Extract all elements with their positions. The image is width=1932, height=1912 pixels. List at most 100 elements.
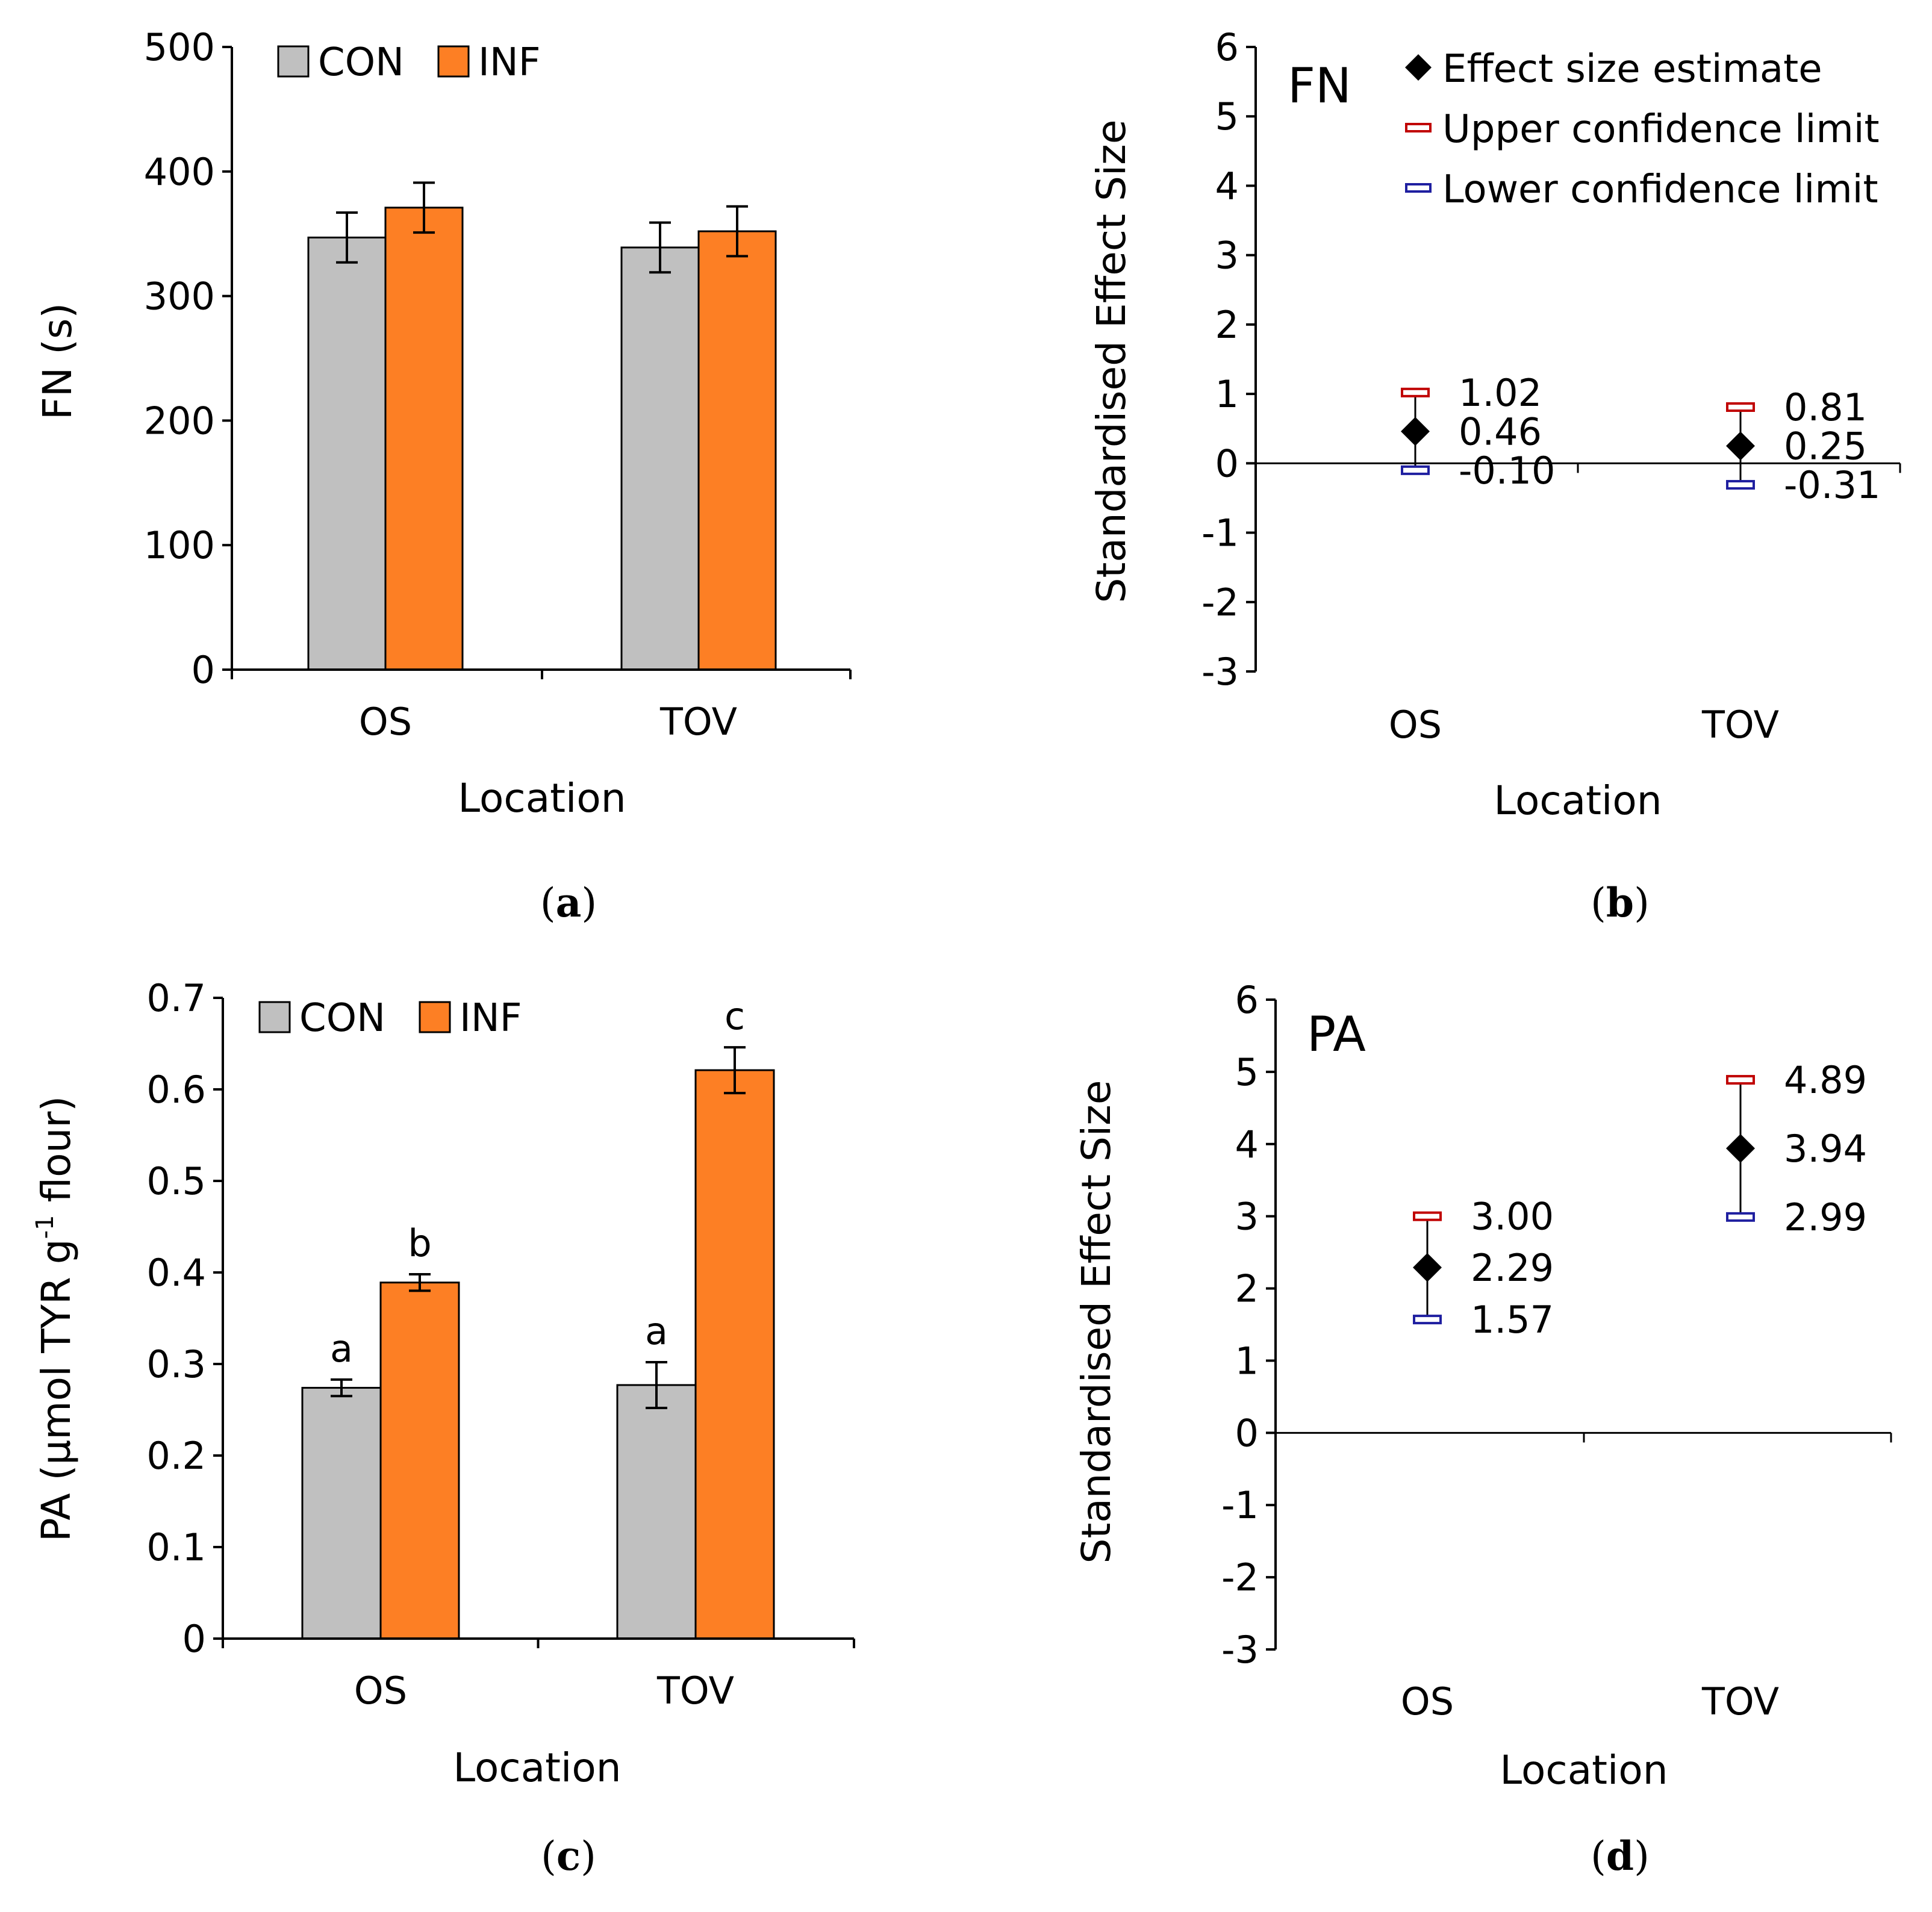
caption-letter: b [1606,879,1634,926]
lower-limit-marker [1401,465,1430,475]
upper-limit-marker [1413,1211,1442,1221]
effect-point-tov: 4.89 3.94 2.99 [1726,1058,1867,1239]
panel-title: PA [1307,1006,1366,1062]
y-tick-label: 4 [1235,1123,1259,1166]
y-tick-label: 5 [1215,95,1239,139]
estimate-value: 2.29 [1471,1246,1554,1290]
legend-label-lower: Lower confidence limit [1442,167,1878,212]
y-tick-label: 0.6 [146,1068,206,1112]
legend-swatch-con [258,1001,291,1033]
upper-limit-value: 0.81 [1784,385,1867,429]
legend-diamond-marker [1405,54,1432,81]
y-tick-label: 0.1 [146,1525,206,1569]
bar-inf-os [384,207,464,671]
upper-limit-value: 1.02 [1459,371,1542,415]
estimate-diamond [1726,431,1755,461]
y-axis-title: Standardised Effect Size [1088,120,1135,603]
y-tick-label: 0.3 [146,1342,206,1386]
error-bar [331,1378,352,1398]
y-tick-label: -2 [1201,581,1239,624]
y-axis-title-sup: -1 [31,1215,59,1239]
y-axis-title-main: PA (µmol TYR g [33,1239,79,1542]
y-tick-label: -1 [1201,511,1239,555]
y-tick-label: 3 [1235,1195,1259,1239]
bar-con-tov [620,246,700,671]
bar-chart-panel-c: a b a c 0 0.1 0.2 0.3 0.4 0.5 0.6 0.7 OS TOV Location P… [31,976,855,1879]
y-tick-label: 3 [1215,234,1239,278]
caption-close-paren: ) [1634,880,1650,926]
legend-label-inf: INF [478,40,541,85]
y-tick-label: 500 [144,25,215,69]
estimate-diamond [1726,1133,1755,1163]
bar-inf-tov [697,230,777,671]
significance-letter: a [645,1309,668,1353]
upper-limit-marker [1726,402,1755,413]
x-category-label: OS [1389,703,1442,747]
y-tick-label: 0.4 [146,1251,206,1295]
error-bar [336,211,358,264]
y-tick-label: 0 [1235,1411,1259,1455]
x-axis-title: Location [453,1745,621,1791]
x-category-label: OS [359,700,412,744]
panel-title: FN [1288,58,1351,114]
y-tick-label: 100 [144,523,215,567]
caption-letter: a [556,879,582,926]
upper-limit-marker [1401,387,1430,397]
caption-close-paren: ) [581,880,597,926]
effect-size-panel-d: -3 -2 -1 0 1 2 3 4 5 6 3.00 2.29 1.57 4.89 3.94 2.99 OS T… [1073,978,1892,1879]
panel-caption: (d) [1591,1833,1650,1879]
y-tick-label: 200 [144,399,215,443]
y-tick-label: 0 [192,648,215,692]
y-tick-label: 1 [1235,1339,1259,1383]
y-tick-label: 0.7 [146,976,206,1020]
y-tick-label: 6 [1235,978,1259,1022]
legend-label-upper: Upper confidence limit [1442,107,1880,152]
caption-letter: c [556,1833,581,1879]
bar-con-os [301,1387,382,1640]
panel-caption: (b) [1591,879,1650,926]
legend-upper-marker [1405,123,1432,132]
lower-limit-value: -0.10 [1459,449,1555,493]
significance-letter: a [330,1327,353,1371]
error-bar [726,205,748,258]
caption-close-paren: ) [1634,1833,1650,1879]
x-axis-title: Location [1494,777,1662,824]
significance-letter: c [724,994,745,1038]
y-tick-label: 0.5 [146,1159,206,1203]
y-tick-label: -3 [1221,1628,1259,1672]
y-axis-title: FN (s) [34,303,81,420]
legend-label-estimate: Effect size estimate [1442,47,1822,92]
legend-swatch-inf [419,1001,451,1033]
panel-caption: (a) [540,879,597,926]
y-tick-label: -3 [1201,650,1239,694]
y-axis-title-end: flour) [33,1096,79,1215]
upper-limit-value: 4.89 [1784,1058,1867,1102]
y-axis-title: Standardised Effect Size [1073,1080,1120,1564]
y-tick-label: 4 [1215,164,1239,208]
legend-swatch-inf [437,45,470,78]
effect-point-tov: 0.810.25-0.31 [1726,385,1880,507]
y-tick-label: 400 [144,150,215,194]
legend-label-inf: INF [460,996,522,1041]
x-category-label: TOV [656,1669,734,1713]
error-bar [724,1046,746,1095]
x-category-label: OS [1401,1680,1454,1724]
caption-open-paren: ( [1591,880,1606,926]
x-category-label: TOV [659,700,737,744]
caption-open-paren: ( [1591,1833,1606,1879]
y-tick-label: 2 [1235,1267,1259,1311]
lower-limit-value: 1.57 [1471,1298,1554,1342]
x-category-label: TOV [1701,703,1779,747]
y-tick-label: 0 [182,1617,206,1661]
error-bar [649,221,671,274]
error-bar [646,1360,667,1409]
y-tick-label: 2 [1215,303,1239,347]
significance-letter: b [408,1221,431,1265]
y-tick-label: 0.2 [146,1434,206,1478]
x-axis-title: Location [458,775,626,821]
lower-limit-value: -0.31 [1784,463,1880,507]
y-tick-label: -2 [1221,1555,1259,1599]
y-tick-label: 0 [1215,441,1239,485]
estimate-diamond [1401,417,1430,446]
